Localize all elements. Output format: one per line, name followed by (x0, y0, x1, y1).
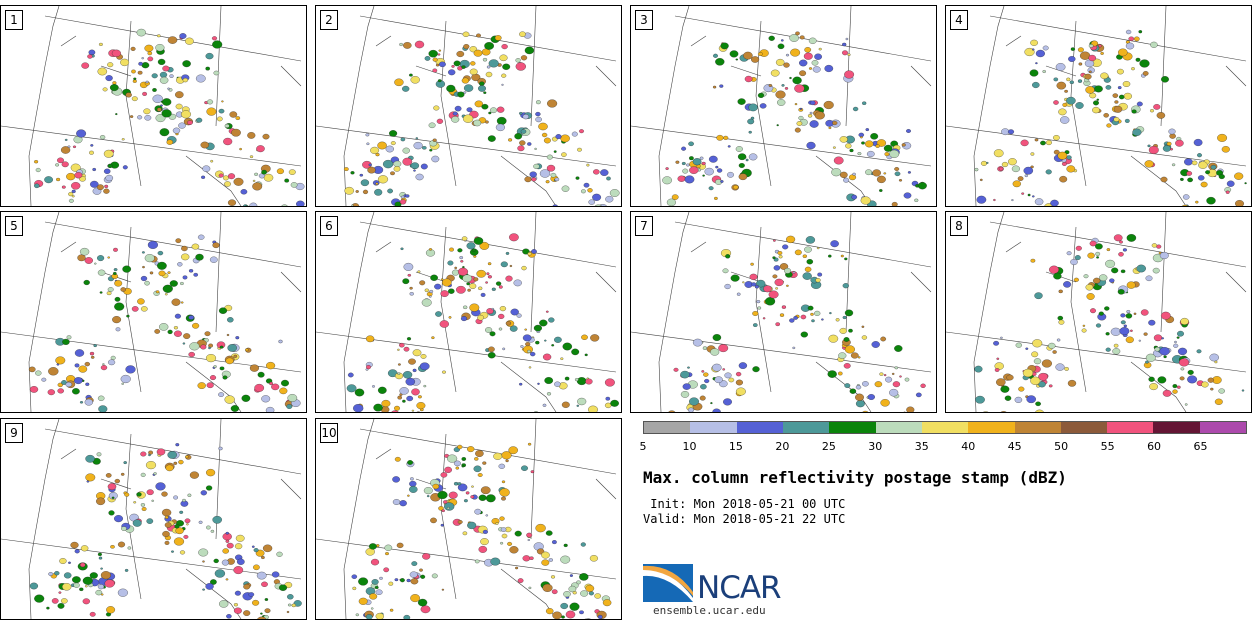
colorbar-tick-label: 45 (1008, 440, 1022, 453)
reflectivity-map (316, 419, 621, 619)
colorbar-segment (922, 422, 968, 433)
panel-number: 10 (320, 423, 338, 443)
ensemble-url: ensemble.ucar.edu (653, 604, 766, 617)
colorbar-segment (1015, 422, 1061, 433)
reflectivity-map (1, 6, 306, 206)
colorbar-segment (1061, 422, 1107, 433)
panel-number: 9 (5, 423, 23, 443)
reflectivity-map (631, 212, 936, 412)
colorbar-segment (644, 422, 690, 433)
colorbar-tick-label: 20 (775, 440, 789, 453)
panel-number: 3 (635, 10, 653, 30)
postage-stamp-panel: 7 (630, 211, 937, 413)
postage-stamp-panel: 9 (0, 418, 307, 620)
postage-stamp-panel: 2 (315, 5, 622, 207)
panel-number: 7 (635, 216, 653, 236)
colorbar-segment (1153, 422, 1199, 433)
colorbar-segment (876, 422, 922, 433)
colorbar-tick-label: 10 (682, 440, 696, 453)
postage-stamp-panel: 4 (945, 5, 1252, 207)
reflectivity-map (631, 6, 936, 206)
colorbar-segment (690, 422, 736, 433)
reflectivity-map (946, 6, 1251, 206)
colorbar-tick-label: 5 (640, 440, 647, 453)
colorbar-tick-label: 65 (1194, 440, 1208, 453)
panel-number: 5 (5, 216, 23, 236)
panel-number: 1 (5, 10, 23, 30)
reflectivity-map (1, 419, 306, 619)
colorbar-segment (968, 422, 1014, 433)
panel-number: 6 (320, 216, 338, 236)
panel-number: 4 (950, 10, 968, 30)
panel-number: 8 (950, 216, 968, 236)
colorbar-ticks: 5 10 15 20 25 30 35 40 45 50 55 60 65 (643, 440, 1247, 454)
colorbar-tick-label: 60 (1147, 440, 1161, 453)
ncar-logo-text: NCAR (697, 570, 781, 606)
reflectivity-map (316, 6, 621, 206)
colorbar-tick-label: 25 (822, 440, 836, 453)
valid-time: Valid: Mon 2018-05-21 22 UTC (643, 512, 845, 526)
postage-stamp-panel: 10 (315, 418, 622, 620)
colorbar-segment (737, 422, 783, 433)
reflectivity-map (316, 212, 621, 412)
reflectivity-map (1, 212, 306, 412)
postage-stamp-panel: 6 (315, 211, 622, 413)
panel-number: 2 (320, 10, 338, 30)
colorbar-tick-label: 50 (1054, 440, 1068, 453)
colorbar-tick-label: 30 (868, 440, 882, 453)
colorbar-tick-label: 15 (729, 440, 743, 453)
postage-stamp-panel: 1 (0, 5, 307, 207)
init-time: Init: Mon 2018-05-21 00 UTC (643, 497, 845, 511)
colorbar-segment (1200, 422, 1246, 433)
reflectivity-colorbar (643, 421, 1247, 434)
colorbar-segment (1107, 422, 1153, 433)
postage-stamp-panel: 8 (945, 211, 1252, 413)
colorbar-tick-label: 35 (915, 440, 929, 453)
chart-title: Max. column reflectivity postage stamp (… (643, 468, 1067, 487)
reflectivity-map (946, 212, 1251, 412)
colorbar-segment (829, 422, 875, 433)
colorbar-segment (783, 422, 829, 433)
colorbar-tick-label: 40 (961, 440, 975, 453)
postage-stamp-panel: 3 (630, 5, 937, 207)
colorbar-tick-label: 55 (1101, 440, 1115, 453)
postage-stamp-panel: 5 (0, 211, 307, 413)
